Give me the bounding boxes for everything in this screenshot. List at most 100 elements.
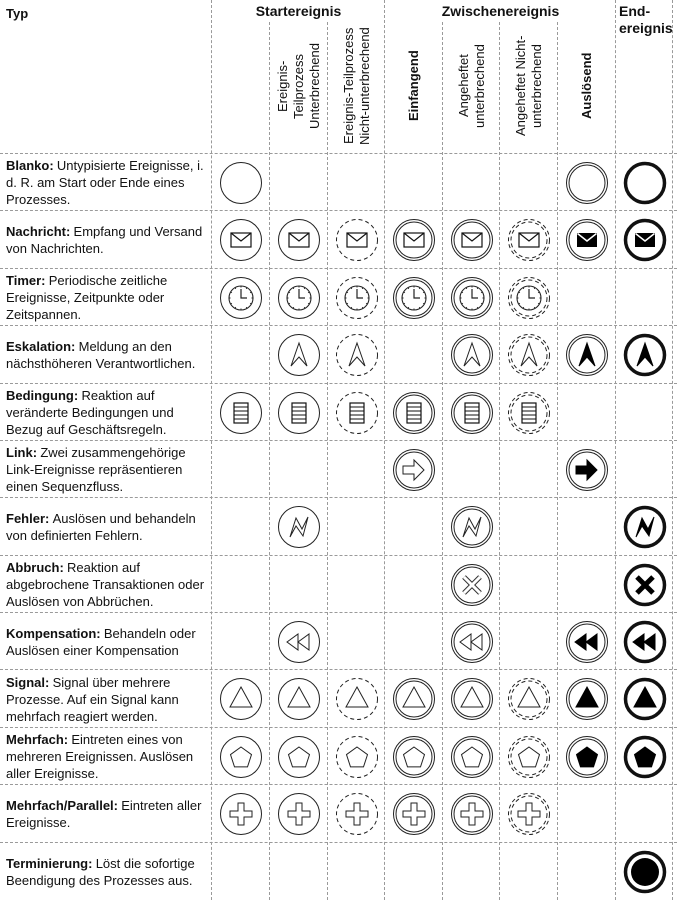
- signal-triangle-event-icon: [278, 678, 320, 720]
- compensation-rewind-event-icon: [566, 620, 608, 663]
- column-header-label: Auslösend: [579, 52, 594, 120]
- column-divider: [672, 0, 673, 900]
- column-header: Ereignis-Teilprozess Nicht-unterbrechend: [328, 22, 386, 150]
- row-divider: [0, 153, 677, 154]
- column-divider: [615, 0, 616, 900]
- column-header: Angeheftet Nicht- unterbrechend: [500, 22, 558, 150]
- event-type-text: Kompensation: Behandeln oder Auslösen ein…: [6, 625, 210, 659]
- envelope-event-icon: [393, 219, 435, 261]
- event-type-name: Eskalation:: [6, 339, 76, 354]
- event-type-name: Blanko:: [6, 158, 54, 173]
- multiple-pentagon-event-icon: [278, 735, 320, 778]
- row-divider: [0, 727, 677, 728]
- column-header: Angeheftet unterbrechend: [443, 22, 501, 150]
- none-event-icon: [623, 161, 666, 204]
- event-type-name: Signal:: [6, 674, 50, 690]
- envelope-event-icon: [623, 218, 666, 262]
- signal-triangle-event-icon: [450, 678, 493, 720]
- event-type-description: Timer: Periodische zeitliche Ereignisse, …: [6, 270, 210, 325]
- event-type-desc: Reaktion auf veränderte Bedingungen und …: [6, 388, 174, 437]
- column-header: Ereignis- Teilprozess Unterbrechend: [270, 22, 328, 150]
- event-type-desc: Eintreten aller Ereignisse.: [6, 798, 202, 830]
- multiple-pentagon-event-icon: [623, 735, 666, 778]
- link-arrow-event-icon: [566, 448, 608, 491]
- event-type-name: Mehrfach:: [6, 732, 69, 747]
- event-type-desc: Signal über mehrere Prozesse. Auf ein Si…: [6, 674, 179, 724]
- event-type-text: Signal: Signal über mehrere Prozesse. Auf…: [6, 674, 210, 725]
- column-header: Einfangend: [385, 22, 443, 150]
- event-type-name: Bedingung:: [6, 388, 79, 403]
- row-divider: [0, 325, 677, 326]
- envelope-event-icon: [566, 219, 608, 261]
- event-type-description: Mehrfach: Eintreten eines von mehreren Er…: [6, 729, 210, 784]
- clock-event-icon: [278, 276, 320, 319]
- event-type-text: Nachricht: Empfang und Versand von Nachri…: [6, 223, 210, 257]
- envelope-event-icon: [220, 219, 262, 261]
- parallel-plus-event-icon: [220, 793, 262, 835]
- condition-list-event-icon: [393, 391, 435, 434]
- condition-list-event-icon: [335, 391, 378, 434]
- terminate-dot-event-icon: [623, 850, 666, 893]
- clock-event-icon: [393, 276, 435, 319]
- clock-event-icon: [220, 276, 262, 319]
- event-type-description: Terminierung: Löst die sofortige Beendigu…: [6, 844, 210, 899]
- signal-triangle-event-icon: [335, 678, 378, 720]
- clock-event-icon: [450, 276, 493, 319]
- escalation-arrow-event-icon: [450, 334, 493, 376]
- multiple-pentagon-event-icon: [450, 735, 493, 778]
- error-lightning-event-icon: [450, 506, 493, 548]
- event-type-text: Bedingung: Reaktion auf veränderte Beding…: [6, 387, 210, 438]
- envelope-event-icon: [278, 219, 320, 261]
- parallel-plus-event-icon: [335, 793, 378, 835]
- error-lightning-event-icon: [278, 506, 320, 548]
- cancel-x-event-icon: [450, 563, 493, 606]
- event-type-desc: Meldung an den nächsthöheren Verantwortl…: [6, 339, 196, 371]
- row-divider: [0, 210, 677, 211]
- escalation-arrow-event-icon: [623, 333, 666, 377]
- event-type-text: Timer: Periodische zeitliche Ereignisse, …: [6, 272, 210, 323]
- event-type-name: Link:: [6, 445, 38, 460]
- event-type-description: Kompensation: Behandeln oder Auslösen ein…: [6, 614, 210, 669]
- envelope-event-icon: [335, 219, 378, 261]
- compensation-rewind-event-icon: [278, 620, 320, 663]
- column-header-label: Angeheftet unterbrechend: [456, 44, 487, 128]
- event-type-description: Nachricht: Empfang und Versand von Nachri…: [6, 212, 210, 268]
- condition-list-event-icon: [278, 391, 320, 434]
- escalation-arrow-event-icon: [566, 334, 608, 376]
- none-event-icon: [566, 161, 608, 204]
- event-type-name: Timer:: [6, 273, 46, 288]
- signal-triangle-event-icon: [220, 678, 262, 720]
- event-type-name: Abbruch:: [6, 560, 64, 575]
- group-header-start: Startereignis: [255, 3, 342, 19]
- column-divider: [384, 0, 385, 900]
- event-type-text: Mehrfach/Parallel: Eintreten aller Ereign…: [6, 797, 210, 831]
- event-type-name: Terminierung:: [6, 855, 93, 871]
- parallel-plus-event-icon: [508, 793, 550, 835]
- multiple-pentagon-event-icon: [508, 735, 550, 778]
- row-divider: [0, 784, 677, 785]
- event-type-desc: Löst die sofortige Beendigung des Prozes…: [6, 855, 195, 888]
- column-header: Auslösend: [558, 22, 616, 150]
- envelope-event-icon: [508, 219, 550, 261]
- condition-list-event-icon: [220, 391, 262, 434]
- event-type-name: Nachricht:: [6, 224, 71, 239]
- clock-event-icon: [508, 276, 550, 319]
- parallel-plus-event-icon: [278, 793, 320, 835]
- event-type-text: Blanko: Untypisierte Ereignisse, i. d. R.…: [6, 157, 210, 208]
- event-type-desc: Auslösen und behandeln von definierten F…: [6, 511, 196, 543]
- event-type-desc: Eintreten eines von mehreren Ereignissen…: [6, 732, 194, 781]
- event-type-description: Abbruch: Reaktion auf abgebrochene Transa…: [6, 557, 210, 612]
- condition-list-event-icon: [508, 391, 550, 434]
- row-divider: [0, 842, 677, 843]
- event-type-name: Fehler:: [6, 511, 50, 526]
- column-header-label: Ereignis-Teilprozess Nicht-unterbrechend: [341, 27, 372, 145]
- envelope-event-icon: [450, 219, 493, 261]
- compensation-rewind-event-icon: [623, 620, 666, 663]
- multiple-pentagon-event-icon: [566, 735, 608, 778]
- event-type-desc: Zwei zusammengehörige Link-Ereignisse re…: [6, 445, 186, 494]
- none-event-icon: [220, 161, 262, 204]
- event-type-desc: Behandeln oder Auslösen einer Kompensati…: [6, 625, 196, 658]
- column-divider: [327, 22, 328, 900]
- event-type-text: Link: Zwei zusammengehörige Link-Ereignis…: [6, 444, 210, 495]
- column-divider: [269, 22, 270, 900]
